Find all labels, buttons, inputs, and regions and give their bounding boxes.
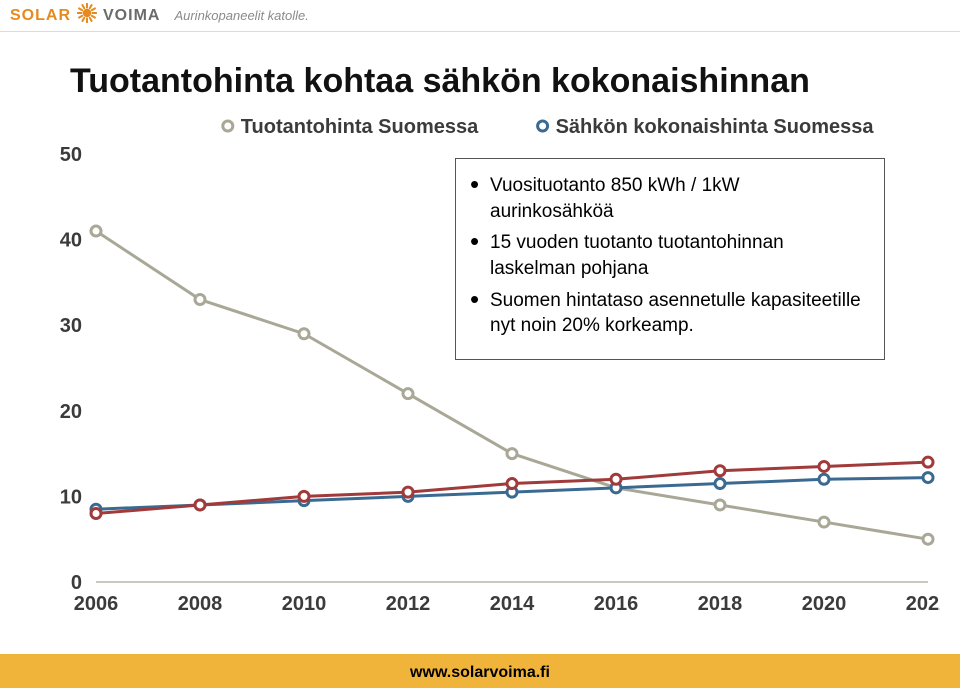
series-marker <box>195 295 205 305</box>
y-tick-label: 40 <box>60 230 82 252</box>
y-tick-label: 20 <box>60 401 82 423</box>
series-marker <box>507 449 517 459</box>
y-tick-label: 0 <box>71 572 82 594</box>
legend-label: Sähkön kokonaishinta Suomessa <box>556 116 875 138</box>
x-tick-label: 2010 <box>282 593 327 615</box>
series-marker <box>195 500 205 510</box>
header: SOLAR VOIMA Aurinkopaneelit katolle. <box>0 0 960 32</box>
page-root: SOLAR VOIMA Aurinkopaneelit katolle. Tuo… <box>0 0 960 688</box>
series-marker <box>819 474 829 484</box>
x-tick-label: 2018 <box>698 593 743 615</box>
y-tick-label: 50 <box>60 144 82 166</box>
info-box: Vuosituotanto 850 kWh / 1kW aurinkosähkö… <box>455 158 885 360</box>
series-marker <box>819 517 829 527</box>
logo-word-1: SOLAR <box>10 7 71 25</box>
x-tick-label: 2012 <box>386 593 431 615</box>
series-marker <box>91 226 101 236</box>
series-marker <box>507 479 517 489</box>
legend-marker <box>538 121 548 131</box>
series-marker <box>715 479 725 489</box>
info-list: Vuosituotanto 850 kWh / 1kW aurinkosähkö… <box>464 173 866 339</box>
series-marker <box>923 473 933 483</box>
series-marker <box>715 500 725 510</box>
series-marker <box>299 491 309 501</box>
x-tick-label: 2006 <box>74 593 119 615</box>
logo-word-2: VOIMA <box>103 7 160 25</box>
series-marker <box>923 457 933 467</box>
x-tick-label: 2008 <box>178 593 223 615</box>
series-marker <box>403 487 413 497</box>
series-marker <box>715 466 725 476</box>
x-tick-label: 2020 <box>802 593 847 615</box>
x-tick-label: 2014 <box>490 593 535 615</box>
sun-icon <box>77 3 97 28</box>
tagline: Aurinkopaneelit katolle. <box>174 8 308 23</box>
series-marker <box>403 389 413 399</box>
y-tick-label: 30 <box>60 315 82 337</box>
series-marker <box>299 329 309 339</box>
info-item: 15 vuoden tuotanto tuotantohinnan laskel… <box>464 230 866 281</box>
y-tick-label: 10 <box>60 486 82 508</box>
series-marker <box>91 509 101 519</box>
logo: SOLAR VOIMA <box>10 3 160 28</box>
info-item: Vuosituotanto 850 kWh / 1kW aurinkosähkö… <box>464 173 866 224</box>
footer-link[interactable]: www.solarvoima.fi <box>0 664 960 682</box>
legend-label: Tuotantohinta Suomessa <box>241 116 479 138</box>
x-tick-label: 2016 <box>594 593 639 615</box>
series-marker <box>611 474 621 484</box>
legend-marker <box>223 121 233 131</box>
page-title: Tuotantohinta kohtaa sähkön kokonaishinn… <box>70 62 810 101</box>
x-tick-label: 2022 <box>906 593 940 615</box>
info-item: Suomen hintataso asennetulle kapasiteeti… <box>464 288 866 339</box>
series-marker <box>819 461 829 471</box>
series-marker <box>923 534 933 544</box>
